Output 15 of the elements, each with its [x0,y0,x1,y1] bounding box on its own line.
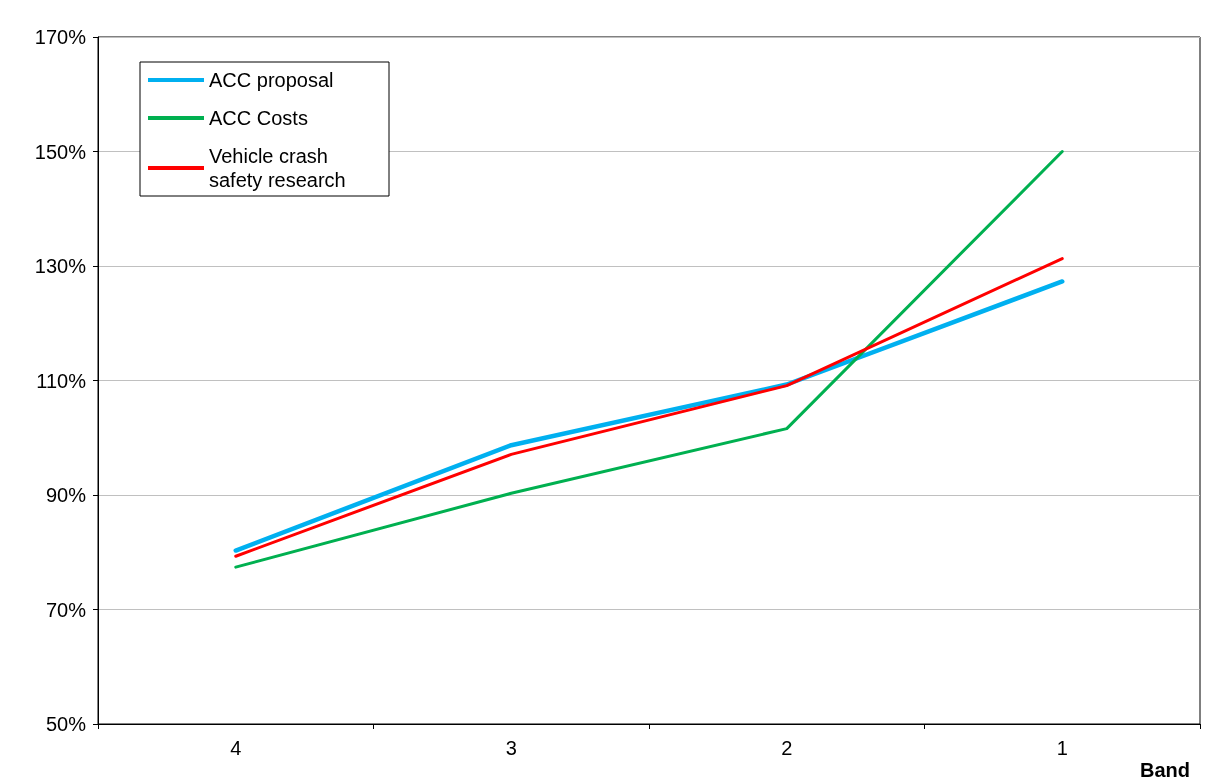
y-tick-label: 110% [36,369,87,392]
y-tick-label: 70% [45,598,87,621]
y-tick-label: 50% [45,713,87,735]
y-tick-label: 90% [45,484,87,506]
legend-label: ACC proposal [209,69,334,91]
x-tick-label: 3 [505,737,517,759]
legend-label: ACC Costs [209,107,308,129]
y-tick-label: 150% [34,140,87,163]
legend-label: Vehicle crash safety research [209,145,346,191]
x-tick-label: 2 [781,737,793,759]
x-tick-label: 1 [1056,737,1068,759]
y-tick-label: 170% [34,26,87,48]
y-tick-label: 130% [34,255,87,277]
x-axis-title: Band [1140,759,1190,780]
x-tick-label: 4 [230,737,242,759]
